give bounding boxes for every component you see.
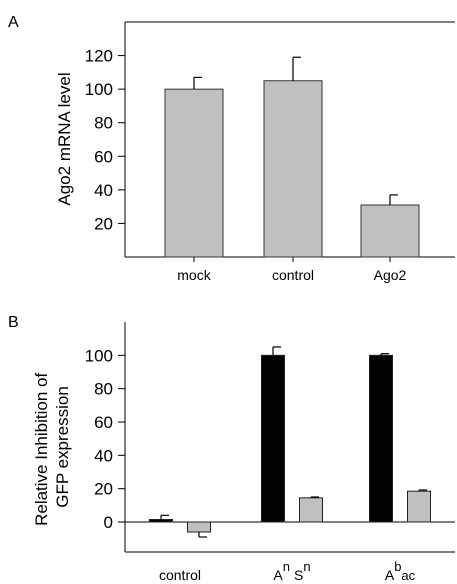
panel-b-y-tick-label-4: 80 xyxy=(94,380,113,399)
panel-a: A Ago2 mRNA level 20 40 60 80 100 120 mock con… xyxy=(8,14,455,283)
panel-b-category-sup2-1: n xyxy=(303,559,310,574)
panel-b-y-tick-label-3: 60 xyxy=(94,413,113,432)
panel-b-category-sup1-2: b xyxy=(394,559,401,574)
panel-b-category-base-2: A xyxy=(385,567,395,583)
panel-b-y-axis-title-line-2: GFP expression xyxy=(53,386,72,508)
panel-b-category-label-2: Abac xyxy=(385,559,416,583)
panel-a-bar-0 xyxy=(164,88,224,258)
panel-a-bar-1 xyxy=(263,80,323,258)
panel-b-category-base-0: control xyxy=(159,567,201,583)
panel-a-category-label-1: control xyxy=(272,267,314,283)
panel-b-bars xyxy=(149,346,431,538)
panel-label-a: A xyxy=(8,14,19,31)
panel-a-bar-2 xyxy=(360,204,420,258)
panel-b-category-mid-1: S xyxy=(294,567,303,583)
panel-a-y-tick-label-2: 60 xyxy=(94,147,113,166)
panel-a-y-tick-label-1: 40 xyxy=(94,181,113,200)
panel-a-category-labels: mock control Ago2 xyxy=(177,257,407,283)
panel-b-bar-1-1 xyxy=(299,497,323,523)
panel-b-y-tick-label-2: 40 xyxy=(94,446,113,465)
panel-b-category-sup1-1: n xyxy=(283,559,290,574)
panel-b-bar-2-0 xyxy=(369,354,393,523)
panel-b-y-axis-title-line-1: Relative Inhibition of xyxy=(32,373,51,526)
panel-b-bar-2-1 xyxy=(407,490,431,523)
panel-b-y-tick-label-5: 100 xyxy=(85,346,113,365)
panel-b-y-axis-title: Relative Inhibition of GFP expression xyxy=(32,368,72,526)
panel-a-ticks: 20 40 60 80 100 120 xyxy=(85,47,125,233)
panel-b-y-tick-label-1: 20 xyxy=(94,480,113,499)
panel-b-y-tick-label-0: 0 xyxy=(104,513,113,532)
panel-a-y-tick-label-0: 20 xyxy=(94,214,113,233)
panel-b-bar-0-1 xyxy=(187,521,211,533)
panel-b-category-sub-2: ac xyxy=(401,568,415,583)
panel-b-bar-0-0 xyxy=(149,519,173,523)
panel-a-bars xyxy=(164,56,420,258)
panel-a-y-axis-title: Ago2 mRNA level xyxy=(55,72,74,205)
panel-b-category-label-0: control xyxy=(159,567,201,583)
panel-b-bar-1-0 xyxy=(261,354,285,523)
panel-a-y-tick-label-3: 80 xyxy=(94,114,113,133)
panel-a-y-tick-label-4: 100 xyxy=(85,80,113,99)
panel-b: B Relative Inhibition of GFP expression … xyxy=(8,314,455,583)
panel-a-category-label-0: mock xyxy=(177,267,211,283)
panel-a-category-label-2: Ago2 xyxy=(374,267,407,283)
panel-label-b: B xyxy=(8,314,19,331)
panel-b-category-label-1: AnSn xyxy=(273,559,310,583)
panel-b-category-base-1: A xyxy=(273,567,283,583)
panel-a-y-tick-label-5: 120 xyxy=(85,47,113,66)
panel-b-ticks: 0 20 40 60 80 100 xyxy=(85,346,125,532)
